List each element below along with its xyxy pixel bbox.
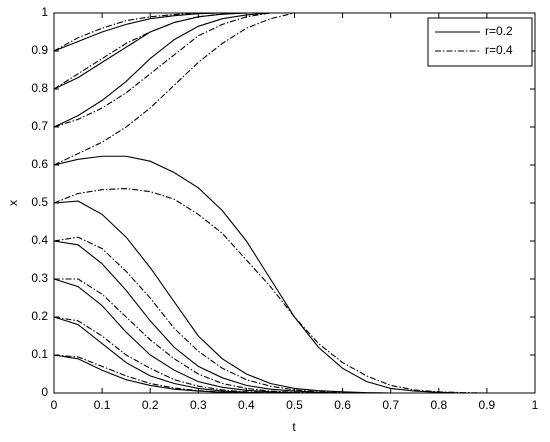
curve — [53, 12, 535, 166]
x-tick-label: 0.9 — [479, 398, 496, 412]
legend-label: r=0.4 — [485, 43, 513, 57]
y-tick-label: 0.6 — [31, 157, 48, 171]
x-axis-label: t — [292, 420, 296, 434]
x-tick-label: 0.8 — [430, 398, 447, 412]
y-axis-label: x — [6, 200, 20, 206]
x-tick-label: 0.1 — [94, 398, 111, 412]
x-tick-label: 0.3 — [190, 398, 207, 412]
x-tick-label: 0.4 — [238, 398, 255, 412]
y-tick-label: 0.4 — [31, 233, 48, 247]
x-tick-label: 0.5 — [286, 398, 303, 412]
y-tick-label: 1 — [41, 5, 48, 19]
legend-label: r=0.2 — [485, 24, 513, 38]
curve — [53, 354, 535, 394]
x-tick-label: 0.2 — [142, 398, 159, 412]
y-tick-label: 0.8 — [31, 81, 48, 95]
curve — [54, 278, 535, 394]
x-tick-label: 0 — [51, 398, 58, 412]
y-tick-label: 0 — [41, 385, 48, 399]
x-tick-label: 0.7 — [382, 398, 399, 412]
y-tick-label: 0.2 — [31, 309, 48, 323]
y-tick-label: 0.3 — [31, 271, 48, 285]
y-tick-label: 0.1 — [31, 347, 48, 361]
x-tick-label: 0.6 — [334, 398, 351, 412]
plot-frame — [53, 12, 536, 394]
y-tick-label: 0.9 — [31, 43, 48, 57]
x-tick-label: 1 — [532, 398, 539, 412]
y-tick-label: 0.5 — [31, 195, 48, 209]
curve — [53, 188, 535, 394]
legend-box — [427, 17, 533, 67]
y-tick-label: 0.7 — [31, 119, 48, 133]
